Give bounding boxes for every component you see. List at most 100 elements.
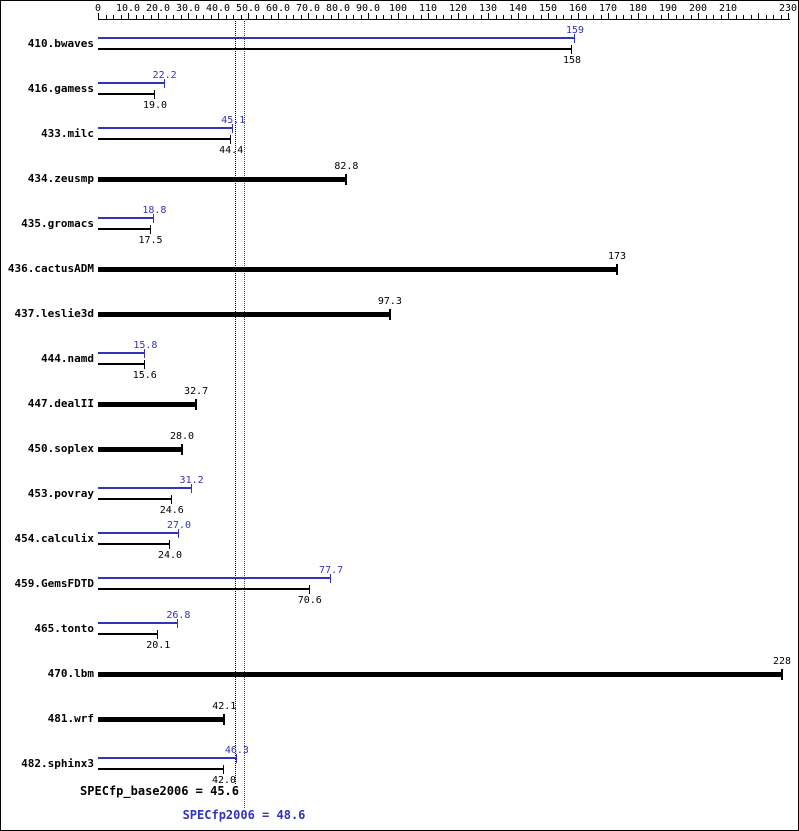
x-axis-major-tick bbox=[308, 13, 309, 19]
x-axis-tick-label: 130 bbox=[478, 3, 498, 14]
reference-line-SPECfp_base2006 bbox=[234, 19, 236, 784]
x-axis-tick-label: 60.0 bbox=[265, 3, 291, 14]
base-bar bbox=[98, 138, 232, 140]
base-bar-end-cap bbox=[181, 444, 183, 455]
x-axis-minor-tick bbox=[533, 15, 534, 19]
x-axis-minor-tick bbox=[413, 15, 414, 19]
peak-value-label: 26.8 bbox=[166, 610, 191, 621]
x-axis-minor-tick bbox=[330, 15, 332, 19]
base-bar bbox=[98, 543, 170, 545]
x-axis-minor-tick bbox=[150, 15, 152, 19]
x-axis-minor-tick bbox=[480, 15, 482, 19]
x-axis-major-tick bbox=[398, 13, 399, 19]
x-axis-minor-tick bbox=[270, 15, 272, 19]
x-axis-minor-tick bbox=[780, 15, 782, 19]
x-axis-minor-tick bbox=[540, 15, 542, 19]
x-axis-tick-label: 120 bbox=[448, 3, 468, 14]
base-value-label: 70.6 bbox=[297, 595, 322, 606]
base-bar bbox=[98, 717, 225, 722]
base-bar bbox=[98, 363, 145, 365]
x-axis-minor-tick bbox=[555, 15, 557, 19]
peak-bar-end-cap bbox=[144, 349, 146, 358]
base-value-label: 82.8 bbox=[334, 161, 359, 172]
base-value-label: 158 bbox=[562, 55, 582, 66]
peak-value-label: 159 bbox=[565, 25, 585, 36]
x-axis-minor-tick bbox=[293, 15, 294, 19]
base-value-label: 20.1 bbox=[146, 640, 171, 651]
benchmark-label: 453.povray bbox=[27, 487, 94, 500]
peak-bar bbox=[98, 487, 192, 489]
x-axis-major-tick bbox=[218, 13, 219, 19]
base-value-label: 173 bbox=[607, 251, 627, 262]
peak-value-label: 27.0 bbox=[166, 520, 192, 531]
base-bar-end-cap bbox=[170, 495, 172, 504]
peak-bar-end-cap bbox=[177, 619, 179, 628]
x-axis-minor-tick bbox=[473, 15, 474, 19]
x-axis-tick-label: 170 bbox=[598, 3, 618, 14]
x-axis-tick-label: 100 bbox=[388, 3, 408, 14]
x-axis-minor-tick bbox=[315, 15, 317, 19]
x-axis-major-tick bbox=[638, 13, 639, 19]
x-axis-tick-label: 90.0 bbox=[355, 3, 381, 14]
x-axis-major-tick bbox=[158, 13, 159, 19]
x-axis-major-tick bbox=[728, 13, 729, 19]
x-axis-major-tick bbox=[668, 13, 669, 19]
x-axis-major-tick bbox=[548, 13, 549, 19]
base-value-label: 24.6 bbox=[159, 505, 184, 516]
x-axis-minor-tick bbox=[705, 15, 707, 19]
x-axis-minor-tick bbox=[443, 15, 444, 19]
x-axis-minor-tick bbox=[173, 15, 174, 19]
x-axis-minor-tick bbox=[465, 15, 467, 19]
x-axis-tick-label: 20.0 bbox=[145, 3, 171, 14]
x-axis-minor-tick bbox=[203, 15, 204, 19]
base-bar-end-cap bbox=[616, 264, 618, 275]
x-axis-minor-tick bbox=[360, 15, 362, 19]
x-axis-minor-tick bbox=[653, 15, 654, 19]
peak-value-label: 22.2 bbox=[152, 70, 177, 81]
reference-line-SPECfp2006 bbox=[243, 19, 245, 808]
peak-value-label: 15.8 bbox=[133, 340, 158, 351]
base-bar bbox=[98, 768, 224, 770]
x-axis-tick-label: 180 bbox=[628, 3, 648, 14]
peak-value-label: 77.7 bbox=[319, 565, 344, 576]
base-bar-end-cap bbox=[157, 630, 159, 639]
base-bar-end-cap bbox=[223, 765, 224, 774]
benchmark-label: 444.namd bbox=[41, 352, 94, 365]
x-axis-minor-tick bbox=[240, 15, 242, 19]
x-axis-major-tick bbox=[578, 13, 579, 19]
x-axis-major-tick bbox=[608, 13, 609, 19]
x-axis-minor-tick bbox=[563, 15, 564, 19]
peak-bar-end-cap bbox=[163, 79, 165, 88]
base-bar-end-cap bbox=[781, 669, 783, 680]
base-bar-end-cap bbox=[308, 585, 310, 594]
x-axis-minor-tick bbox=[750, 15, 752, 19]
x-axis-minor-tick bbox=[113, 15, 114, 19]
x-axis-major-tick bbox=[758, 13, 759, 19]
x-axis-minor-tick bbox=[735, 15, 737, 19]
base-bar-end-cap bbox=[388, 309, 391, 320]
x-axis-minor-tick bbox=[195, 15, 197, 19]
x-axis-major-tick bbox=[428, 13, 429, 19]
x-axis-minor-tick bbox=[593, 15, 594, 19]
x-axis-major-tick bbox=[128, 13, 129, 19]
benchmark-label: 434.zeusmp bbox=[27, 172, 94, 185]
x-axis-minor-tick bbox=[503, 15, 504, 19]
x-axis-major-tick bbox=[788, 13, 789, 19]
x-axis-minor-tick bbox=[495, 15, 497, 19]
peak-value-label: 45.1 bbox=[221, 115, 246, 126]
x-axis-minor-tick bbox=[143, 15, 144, 19]
x-axis-minor-tick bbox=[773, 15, 774, 19]
x-axis-minor-tick bbox=[743, 15, 744, 19]
x-axis-minor-tick bbox=[525, 15, 527, 19]
x-axis-minor-tick bbox=[165, 15, 167, 19]
x-axis-minor-tick bbox=[135, 15, 137, 19]
base-bar bbox=[98, 498, 172, 500]
x-axis-minor-tick bbox=[435, 15, 437, 19]
x-axis-minor-tick bbox=[645, 15, 647, 19]
x-axis-major-tick bbox=[338, 13, 339, 19]
base-value-label: 15.6 bbox=[132, 370, 157, 381]
base-bar-end-cap bbox=[571, 45, 572, 54]
base-value-label: 42.0 bbox=[211, 775, 237, 786]
base-value-label: 17.5 bbox=[138, 235, 163, 246]
